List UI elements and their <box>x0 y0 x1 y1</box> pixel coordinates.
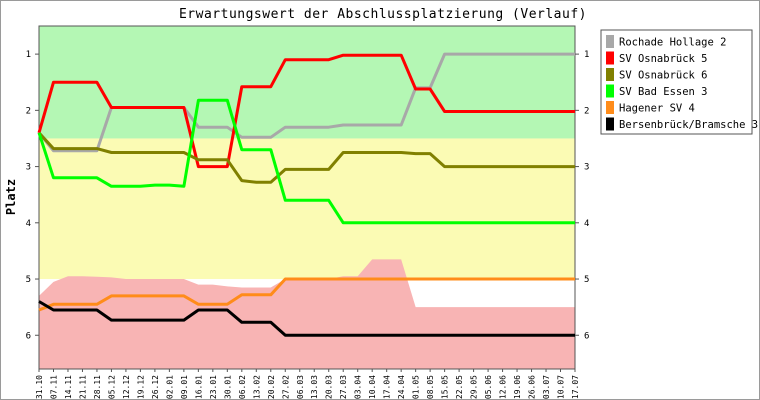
x-tick-label: 26.06 <box>528 375 537 399</box>
y-tick-label-right: 4 <box>584 219 589 229</box>
x-tick-label: 14.11 <box>64 375 73 399</box>
x-tick-label: 07.11 <box>49 375 58 399</box>
x-tick-label: 20.03 <box>325 375 334 399</box>
x-tick-label: 23.01 <box>209 375 218 399</box>
series-line-bersenbr-ck-bramsche-3 <box>38 300 575 337</box>
x-tick-label: 06.03 <box>296 375 305 399</box>
x-tick-label: 17.04 <box>383 375 392 399</box>
x-tick-label: 02.01 <box>165 375 174 399</box>
y-tick-label-left: 4 <box>26 219 31 229</box>
x-tick-label: 16.01 <box>194 375 203 399</box>
y-axis-right: 1 2 3 4 5 6 <box>575 50 589 341</box>
x-tick-label: 17.07 <box>571 375 580 399</box>
x-tick-label: 20.02 <box>267 375 276 399</box>
y-tick-label-right: 2 <box>584 106 589 116</box>
x-tick-label: 19.12 <box>136 375 145 399</box>
y-tick-label-right: 6 <box>584 331 589 341</box>
y-axis-label: Platz <box>4 179 18 215</box>
x-tick-label: 13.02 <box>252 375 261 399</box>
legend-swatch <box>606 68 614 81</box>
x-axis: 31.10 07.11 14.11 21.11 28.11 05.12 12.12 19.12… <box>35 369 580 399</box>
legend-swatch <box>606 101 614 114</box>
zone-bottom <box>39 259 575 369</box>
chart-title: Erwartungswert der Abschlussplatzierung … <box>179 7 587 22</box>
series-line-sv-bad-essen-3 <box>37 98 575 225</box>
y-tick-label-left: 5 <box>26 275 31 285</box>
x-tick-label: 08.05 <box>426 375 435 399</box>
x-tick-label: 24.04 <box>397 375 406 399</box>
x-tick-label: 03.04 <box>354 375 363 399</box>
legend-label: SV Osnabrück 6 <box>619 70 708 82</box>
plot-area <box>38 25 576 370</box>
zone-top <box>39 26 575 139</box>
y-tick-label-left: 1 <box>26 50 31 60</box>
x-tick-label: 10.07 <box>557 375 566 399</box>
zone-backgrounds <box>39 26 575 369</box>
x-tick-label: 12.06 <box>499 375 508 399</box>
legend-label: SV Bad Essen 3 <box>619 86 708 98</box>
y-tick-label-left: 6 <box>26 331 31 341</box>
series-line-hagener-sv-4 <box>38 277 575 312</box>
legend-swatch <box>606 51 614 65</box>
legend-swatch <box>606 84 614 98</box>
series-line-sv-osnabr-ck-5 <box>37 53 575 169</box>
legend-label: Hagener SV 4 <box>619 103 695 115</box>
x-tick-label: 15.05 <box>441 375 450 399</box>
legend-swatch <box>606 35 614 48</box>
y-tick-label-right: 5 <box>584 275 589 285</box>
zone-middle <box>39 138 575 280</box>
legend-label: Bersenbrück/Bramsche 3 <box>619 119 758 131</box>
x-tick-label: 05.06 <box>484 375 493 399</box>
x-tick-label: 30.01 <box>223 375 232 399</box>
x-tick-label: 05.12 <box>107 375 116 399</box>
x-tick-label: 27.03 <box>339 375 348 399</box>
legend-label: Rochade Hollage 2 <box>619 37 726 49</box>
x-tick-label: 27.02 <box>281 375 290 399</box>
y-tick-label-right: 1 <box>584 50 589 60</box>
y-tick-label-left: 2 <box>26 106 31 116</box>
y-tick-label-left: 3 <box>26 163 31 173</box>
x-tick-label: 28.11 <box>93 375 102 399</box>
x-tick-label: 22.05 <box>455 375 464 399</box>
series-line-sv-osnabr-ck-6 <box>37 131 575 184</box>
x-tick-label: 09.01 <box>180 375 189 399</box>
plot-border <box>38 25 576 370</box>
x-tick-label: 03.07 <box>542 375 551 399</box>
x-tick-label: 19.06 <box>513 375 522 399</box>
legend: Rochade Hollage 2 SV Osnabrück 5 SV Osnabr… <box>600 29 758 135</box>
x-tick-label: 31.10 <box>35 375 44 399</box>
x-tick-label: 21.11 <box>78 375 87 399</box>
x-tick-label: 29.05 <box>470 375 479 399</box>
x-tick-label: 13.03 <box>310 375 319 399</box>
x-tick-label: 06.02 <box>238 375 247 399</box>
x-tick-label: 26.12 <box>151 375 160 399</box>
x-tick-label: 12.12 <box>122 375 131 399</box>
legend-swatch <box>606 117 614 131</box>
legend-box <box>600 29 753 135</box>
y-axis-left: 1 2 3 4 5 6 <box>26 50 39 341</box>
x-tick-label: 01.05 <box>412 375 421 399</box>
x-tick-label: 10.04 <box>368 375 377 399</box>
series-lines <box>37 52 575 337</box>
legend-label: SV Osnabrück 5 <box>619 53 708 65</box>
y-tick-label-right: 3 <box>584 163 589 173</box>
